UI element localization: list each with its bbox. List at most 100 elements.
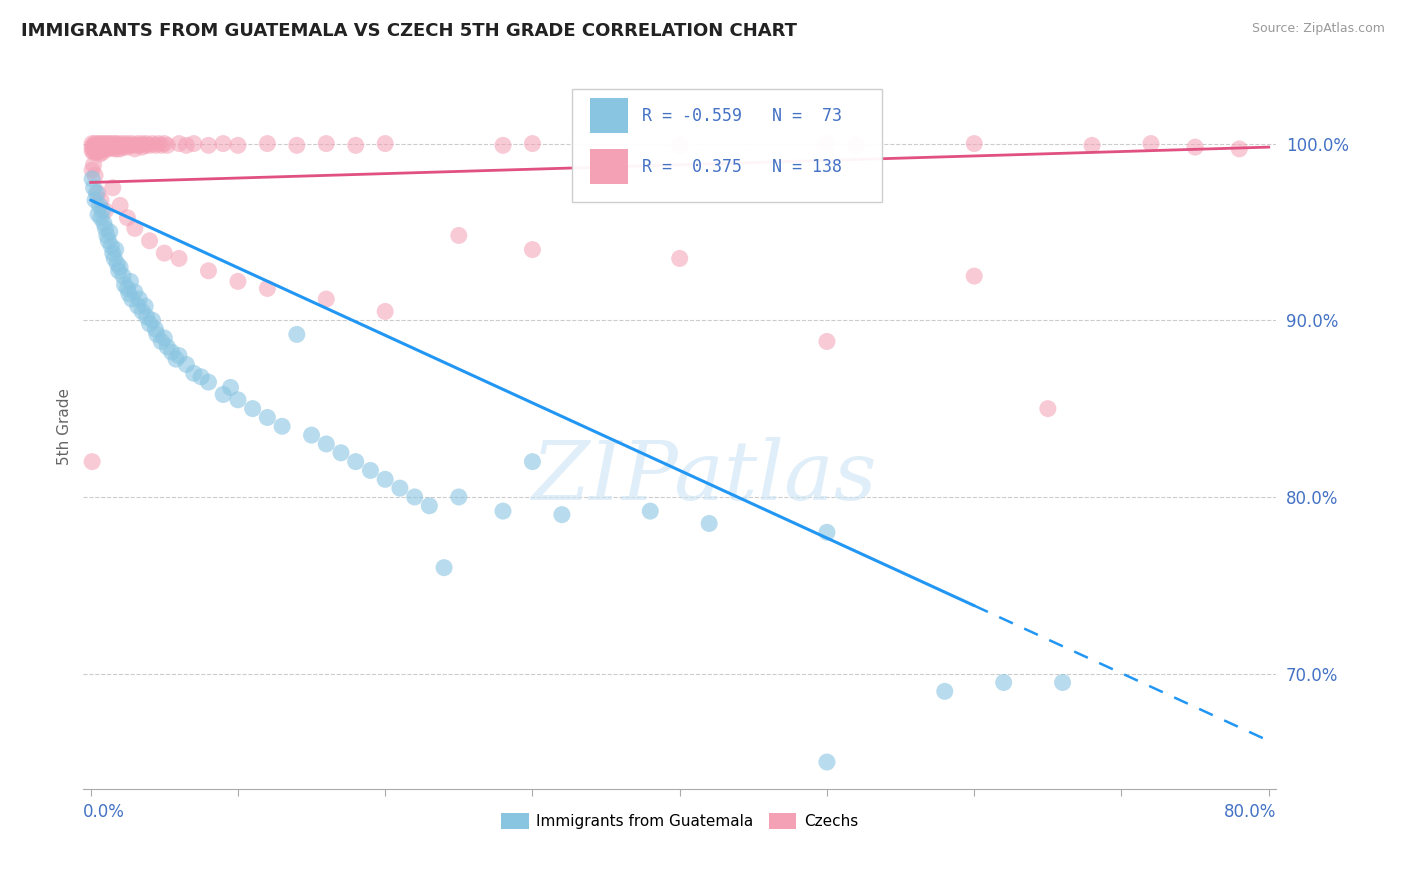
Point [105,138,128,153]
Point [83,180,105,194]
FancyBboxPatch shape [572,89,883,202]
Point [108,198,131,212]
Point [82,144,104,158]
Point [815,136,838,151]
Point [83,142,105,156]
Point [87,136,110,151]
Point [86,145,108,160]
Point [97,234,120,248]
Point [98,136,121,151]
Point [93,140,115,154]
Point [93,136,115,151]
Point [117,211,139,225]
Point [91,203,114,218]
Point [963,136,986,151]
FancyBboxPatch shape [591,98,628,133]
Point [167,252,190,266]
Point [138,234,160,248]
Point [134,138,156,153]
Point [87,207,110,221]
Point [668,252,690,266]
Point [183,136,205,151]
Point [256,410,278,425]
Point [120,274,142,288]
Point [815,525,838,540]
Point [138,138,160,153]
Point [138,317,160,331]
Point [117,281,139,295]
Point [815,755,838,769]
Point [100,138,122,153]
Point [165,352,187,367]
Point [112,140,135,154]
Point [271,419,294,434]
Point [91,145,114,160]
Point [124,285,146,299]
Point [87,186,110,200]
Text: Source: ZipAtlas.com: Source: ZipAtlas.com [1251,22,1385,36]
Point [121,136,143,151]
Point [160,345,183,359]
Text: R =  0.375   N = 138: R = 0.375 N = 138 [641,158,842,176]
Point [551,508,574,522]
Point [91,138,114,153]
Point [219,380,242,394]
Point [1052,675,1074,690]
Point [1081,138,1104,153]
Point [522,455,544,469]
Point [153,136,176,151]
Point [91,142,114,156]
Point [103,252,125,266]
Point [86,186,108,200]
Point [108,142,131,156]
Point [86,142,108,156]
Point [1036,401,1059,416]
Point [156,340,179,354]
Point [101,180,124,194]
Point [212,387,235,401]
Point [374,136,396,151]
Point [190,369,212,384]
Point [84,144,107,158]
Point [87,140,110,154]
Point [146,327,169,342]
Point [84,140,107,154]
Point [104,136,127,151]
Point [1184,140,1206,154]
Point [131,140,153,154]
Point [226,274,249,288]
Point [176,138,198,153]
Point [492,504,515,518]
Point [131,136,153,151]
Point [98,225,121,239]
Point [84,169,107,183]
Point [90,211,112,225]
Text: R = -0.559   N =  73: R = -0.559 N = 73 [641,107,842,125]
Point [93,216,115,230]
Point [115,138,138,153]
Point [89,138,111,153]
Point [89,198,111,212]
Point [117,140,139,154]
Point [197,138,219,153]
Point [447,490,470,504]
Point [94,203,117,218]
Point [845,138,868,153]
Point [97,142,120,156]
Point [90,193,112,207]
Point [120,138,142,153]
Point [153,246,176,260]
Point [668,138,690,153]
Point [176,358,198,372]
Point [197,264,219,278]
Point [98,140,121,154]
Point [404,490,426,504]
Point [418,499,440,513]
Point [492,138,515,153]
Point [107,264,129,278]
Text: 0.0%: 0.0% [83,803,125,821]
Point [103,138,125,153]
Point [226,392,249,407]
Point [150,334,173,349]
Point [285,327,308,342]
